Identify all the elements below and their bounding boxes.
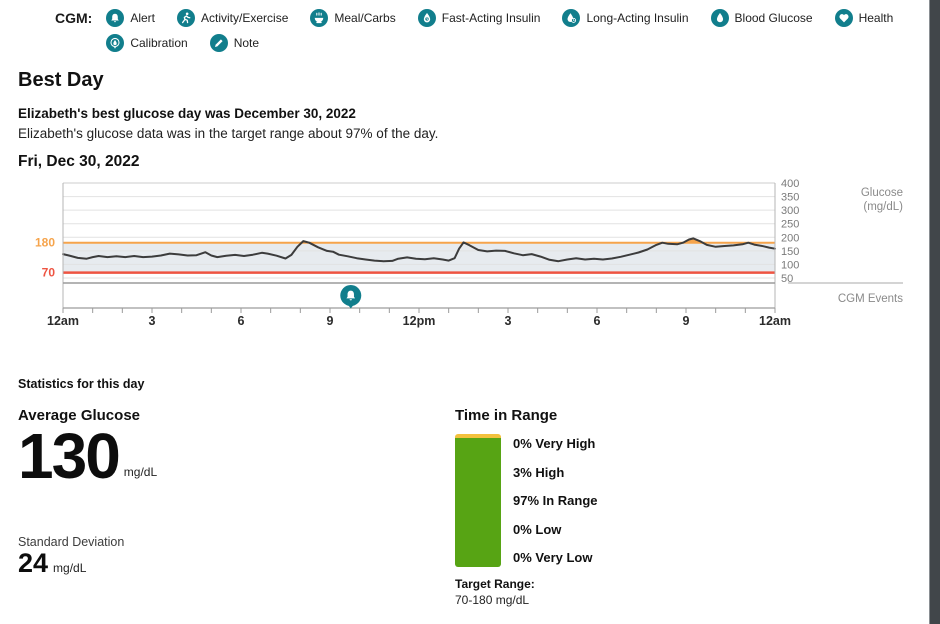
legend-item-label: Fast-Acting Insulin [441,11,541,25]
target-range-value: 70-180 mg/dL [455,593,530,607]
stats-heading: Statistics for this day [18,377,145,391]
tir-in-range-label: 97% In Range [513,493,598,508]
long-acting-insulin-icon [562,9,581,27]
time-in-range-rows: 0% Very High 3% High 97% In Range 0% Low… [513,434,598,567]
average-glucose-value: 130 [18,420,121,492]
meal-bowl-icon [310,9,329,27]
time-in-range-bar [455,434,501,567]
legend-item-calibration: Calibration [106,33,188,53]
tir-low-label: 0% Low [513,521,562,537]
svg-text:70: 70 [42,266,56,280]
cgm-legend: CGM: Alert Activity/Exercise Meal/Carbs … [0,0,940,53]
svg-text:180: 180 [35,236,55,250]
legend-item-label: Calibration [130,36,188,50]
svg-text:9: 9 [683,314,690,328]
svg-text:400: 400 [781,178,799,190]
legend-item-alert: Alert [106,8,155,28]
svg-text:12pm: 12pm [403,314,436,328]
svg-text:CGM Events: CGM Events [838,293,903,305]
svg-text:6: 6 [594,314,601,328]
best-day-summary: Elizabeth's glucose data was in the targ… [18,126,439,141]
tir-very-low-label: 0% Very Low [513,550,593,565]
svg-text:3: 3 [505,314,512,328]
svg-text:200: 200 [781,232,799,244]
tir-very-high-label: 0% Very High [513,436,596,451]
legend-item-activity: Activity/Exercise [177,8,288,28]
svg-text:6: 6 [238,314,245,328]
svg-text:12am: 12am [759,314,791,328]
standard-deviation-value: 24 [18,547,49,578]
blood-glucose-droplet-icon [710,9,729,27]
svg-text:150: 150 [781,246,799,258]
window-right-edge [929,0,940,624]
svg-text:(mg/dL): (mg/dL) [863,201,903,213]
average-glucose-panel: Average Glucose 130 mg/dL Standard Devia… [18,391,455,607]
best-day-summary-bold: Elizabeth's best glucose day was Decembe… [18,106,356,121]
page-title: Best Day [18,69,104,91]
legend-item-note: Note [209,33,260,53]
legend-item-label: Meal/Carbs [334,11,396,25]
svg-text:Glucose: Glucose [861,187,903,199]
legend-item-label: Long-Acting Insulin [586,11,689,25]
cgm-legend-label: CGM: [55,10,93,26]
tir-high-label: 3% High [513,464,565,480]
svg-text:3: 3 [149,314,156,328]
legend-item-label: Activity/Exercise [201,11,289,25]
legend-item-label: Health [858,11,894,25]
note-pencil-icon [209,34,228,52]
cgm-event-alert-marker [340,285,362,309]
svg-text:100: 100 [781,259,799,271]
legend-item-health: Health [834,8,894,28]
average-glucose-label: Average Glucose [18,407,140,424]
standard-deviation-unit: mg/dL [53,560,87,575]
legend-item-label: Alert [130,11,156,25]
glucose-chart: 12am 3 6 9 12pm 3 6 9 12am 400 350 300 250 200 150 100 5… [18,178,922,335]
tir-segment-in-range [455,437,501,567]
svg-text:350: 350 [781,192,799,204]
legend-item-fast-insulin: Fast-Acting Insulin [417,8,541,28]
svg-text:300: 300 [781,205,799,217]
legend-item-meal: Meal/Carbs [310,8,396,28]
svg-text:12am: 12am [47,314,79,328]
legend-item-label: Blood Glucose [734,11,813,25]
alert-bell-icon [106,9,125,27]
activity-runner-icon [177,9,196,27]
health-heart-icon [834,9,853,27]
legend-item-long-insulin: Long-Acting Insulin [562,8,689,28]
time-in-range-heading: Time in Range [455,407,558,424]
svg-text:250: 250 [781,219,799,231]
target-range-label: Target Range: [455,577,535,591]
legend-item-label: Note [233,36,260,50]
tir-segment-high [455,434,501,438]
svg-text:50: 50 [781,273,793,285]
day-heading: Fri, Dec 30, 2022 [18,153,140,170]
standard-deviation-label: Standard Deviation [18,534,125,549]
legend-item-blood-glucose: Blood Glucose [710,8,813,28]
average-glucose-unit: mg/dL [123,464,158,479]
calibration-icon [106,34,125,52]
cgm-legend-items: Alert Activity/Exercise Meal/Carbs Fast-… [106,8,910,53]
fast-acting-insulin-icon [417,9,436,27]
time-in-range-panel: Time in Range 0% Very High 3% High 97% I… [455,391,755,607]
svg-text:9: 9 [327,314,334,328]
